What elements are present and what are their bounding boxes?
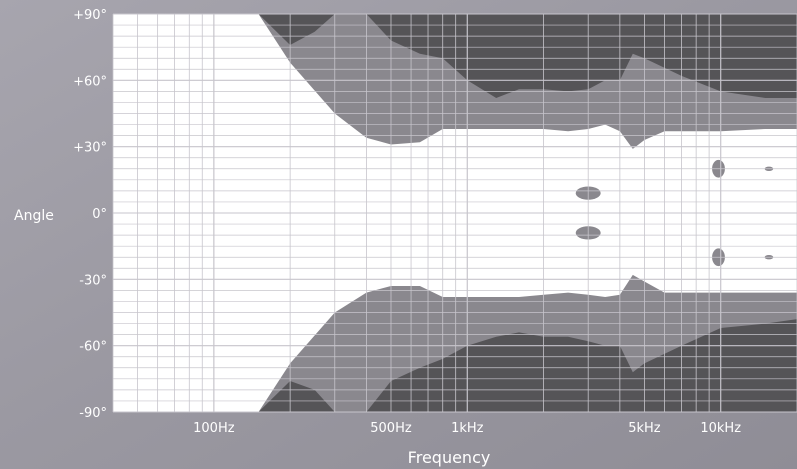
axes: +90° +60° +30° 0° -30° -60° -90° 100Hz 500Hz 1kHz… xyxy=(73,8,741,436)
x-tick-label: 1kHz xyxy=(451,421,484,436)
y-tick-label: +90° xyxy=(73,8,107,23)
level-low-top-region xyxy=(258,14,797,98)
y-axis-label: Angle xyxy=(14,208,54,224)
y-tick-label: -90° xyxy=(79,406,107,421)
x-tick-label: 5kHz xyxy=(628,421,661,436)
x-axis-label: Frequency xyxy=(408,448,491,467)
y-tick-label: 0° xyxy=(92,207,107,222)
x-tick-label: 500Hz xyxy=(370,421,412,436)
x-tick-label: 10kHz xyxy=(700,421,741,436)
x-tick-label: 100Hz xyxy=(193,421,235,436)
y-tick-label: -60° xyxy=(79,340,107,355)
grid xyxy=(112,13,797,413)
y-tick-label: +60° xyxy=(73,74,107,89)
y-tick-label: +30° xyxy=(73,141,107,156)
y-tick-label: -30° xyxy=(79,273,107,288)
level-low-bottom-region xyxy=(258,319,797,412)
